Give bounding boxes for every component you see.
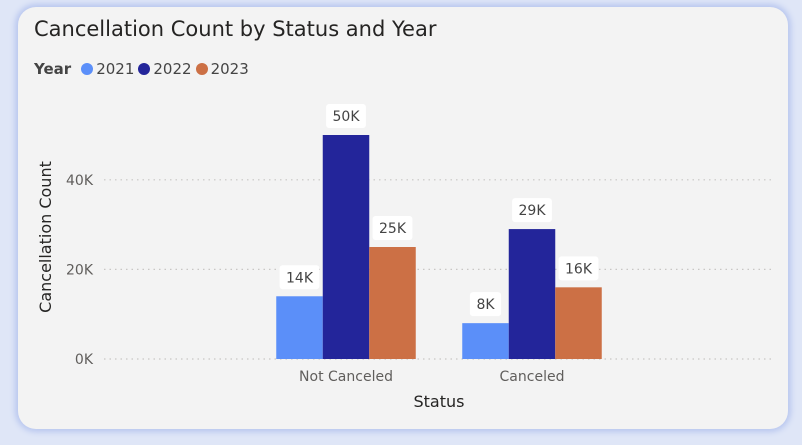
legend-dot-icon bbox=[81, 63, 94, 75]
bar-2023-canceled[interactable] bbox=[555, 287, 602, 359]
data-label: 14K bbox=[286, 270, 314, 286]
x-axis-title: Status bbox=[414, 392, 465, 411]
data-label: 16K bbox=[565, 261, 593, 277]
legend-label: 2023 bbox=[210, 60, 249, 78]
data-label-bg bbox=[558, 256, 599, 281]
gridlines bbox=[104, 179, 774, 360]
legend-title: Year bbox=[34, 60, 72, 78]
bar-2022-canceled[interactable] bbox=[508, 229, 556, 359]
chart-card: Cancellation Count by Status and Year Ye… bbox=[18, 7, 788, 429]
y-axis-title: Cancellation Count bbox=[36, 161, 55, 313]
data-label-bg bbox=[372, 216, 413, 240]
x-tick-label: Not Canceled bbox=[299, 369, 393, 385]
legend-label: 2021 bbox=[96, 60, 135, 78]
data-label-bg bbox=[469, 292, 502, 317]
data-label-bg bbox=[279, 265, 320, 290]
data-label: 50K bbox=[333, 109, 361, 125]
x-tick-label: Canceled bbox=[500, 369, 565, 385]
y-tick-label: 40K bbox=[66, 173, 94, 189]
data-label-bg bbox=[512, 198, 552, 223]
bar-2021-canceled[interactable] bbox=[462, 323, 509, 359]
data-label: 29K bbox=[519, 203, 547, 219]
data-label: 25K bbox=[379, 221, 407, 237]
chart-title: Cancellation Count by Status and Year bbox=[34, 17, 437, 41]
axes: 0K 20K 40K Cancellation Count Status Not Canc… bbox=[36, 161, 564, 411]
bar-2022-not-canceled[interactable] bbox=[322, 135, 370, 359]
data-label-bg bbox=[326, 104, 366, 128]
bars bbox=[276, 135, 602, 359]
legend-label: 2022 bbox=[153, 60, 192, 78]
legend-item-2023[interactable]: 2023 bbox=[195, 60, 249, 78]
data-label: 8K bbox=[476, 297, 495, 313]
bar-chart: 14K 50K 25K 8K 29K 16K 0K 20K 40K Cancellation C… bbox=[36, 104, 774, 411]
legend-dot-icon bbox=[138, 63, 151, 75]
bar-2023-not-canceled[interactable] bbox=[369, 247, 416, 359]
legend-item-2021[interactable]: 2021 bbox=[81, 60, 134, 78]
y-tick-label: 20K bbox=[66, 262, 94, 278]
y-tick-label: 0K bbox=[75, 352, 94, 368]
legend-dot-icon bbox=[195, 63, 208, 75]
data-labels: 14K 50K 25K 8K 29K 16K bbox=[279, 104, 599, 317]
legend-item-2022[interactable]: 2022 bbox=[138, 60, 192, 78]
bar-2021-not-canceled[interactable] bbox=[276, 296, 323, 359]
legend: Year 2021 2022 2023 bbox=[34, 60, 253, 78]
